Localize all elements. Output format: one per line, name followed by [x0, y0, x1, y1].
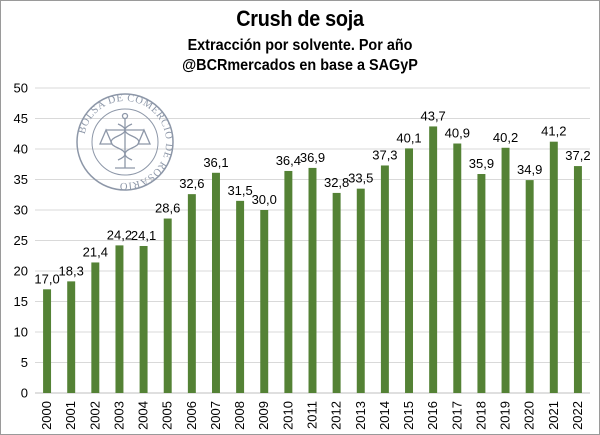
- bar: [43, 289, 52, 393]
- bar: [211, 172, 220, 393]
- chart-subtitle-line-1: Extracción por solvente. Por año: [187, 37, 413, 54]
- data-label: 24,1: [131, 228, 156, 243]
- data-label: 40,2: [493, 130, 518, 145]
- x-tick-label: 2005: [160, 401, 175, 430]
- data-label: 40,9: [445, 126, 470, 141]
- bar: [308, 167, 317, 393]
- x-tick-label: 2007: [208, 401, 223, 430]
- data-label: 40,1: [396, 130, 421, 145]
- x-tick-label: 2001: [63, 401, 78, 430]
- data-label: 28,6: [155, 201, 180, 216]
- data-label: 36,4: [276, 153, 301, 168]
- x-tick-label: 2004: [136, 401, 151, 430]
- x-tick-label: 2014: [377, 401, 392, 430]
- y-tick-label: 45: [14, 111, 28, 126]
- y-tick-label: 50: [14, 81, 28, 96]
- x-tick-label: 2006: [184, 401, 199, 430]
- bar: [356, 188, 365, 393]
- x-tick-label: 2008: [232, 401, 247, 430]
- x-tick-label: 2002: [87, 401, 102, 430]
- bar: [91, 262, 100, 393]
- caduceus-scales-icon: [99, 112, 151, 169]
- bar: [163, 218, 172, 393]
- y-tick-label: 15: [14, 294, 28, 309]
- x-tick-label: 2021: [546, 401, 561, 430]
- y-tick-label: 10: [14, 325, 28, 340]
- bars: [43, 126, 582, 394]
- data-label: 41,2: [541, 124, 566, 139]
- y-tick-label: 40: [14, 142, 28, 157]
- bar: [67, 281, 76, 393]
- x-tick-label: 2017: [449, 401, 464, 430]
- data-label: 24,2: [107, 227, 132, 242]
- data-label: 37,3: [372, 147, 397, 162]
- data-label: 35,9: [469, 156, 494, 171]
- chart-title: Crush de soja: [236, 6, 364, 31]
- data-label: 43,7: [420, 108, 445, 123]
- watermark-seal: BOLSA DE COMERCIO DE ROSARIO: [76, 93, 174, 191]
- x-tick-label: 2018: [473, 401, 488, 430]
- bar: [236, 200, 245, 393]
- data-label: 37,2: [565, 148, 590, 163]
- bar: [115, 245, 124, 393]
- x-tick-label: 2013: [353, 401, 368, 430]
- data-label: 21,4: [83, 244, 108, 259]
- bar: [525, 180, 534, 393]
- chart-subtitle-line-2: @BCRmercados en base a SAGyP: [182, 57, 418, 74]
- data-label: 32,6: [179, 176, 204, 191]
- data-label: 33,5: [348, 171, 373, 186]
- bar: [573, 166, 582, 393]
- x-tick-label: 2003: [111, 401, 126, 430]
- y-tick-label: 5: [21, 355, 28, 370]
- bar: [405, 148, 414, 393]
- y-tick-label: 0: [21, 386, 28, 401]
- data-label: 30,0: [252, 192, 277, 207]
- y-tick-label: 20: [14, 264, 28, 279]
- bar: [139, 245, 148, 393]
- bar: [284, 170, 293, 393]
- bar: [187, 194, 196, 393]
- bar: [549, 141, 558, 393]
- data-label: 34,9: [517, 162, 542, 177]
- bar: [380, 165, 389, 393]
- x-tick-label: 2000: [39, 401, 54, 430]
- data-label: 36,9: [300, 150, 325, 165]
- data-label: 18,3: [59, 263, 84, 278]
- data-labels: 17,018,3 21,4 24,224,1 28,6 32,6 36,1 31,530,0…: [34, 108, 590, 286]
- x-tick-label: 2022: [570, 401, 585, 430]
- seal-outer-ring: [76, 93, 174, 191]
- y-tick-labels: 0 5 10 15 20 25 30 35 40 45 50: [14, 81, 28, 401]
- bar: [332, 192, 341, 393]
- bar: [260, 210, 269, 393]
- x-tick-label: 2015: [401, 401, 416, 430]
- x-tick-label: 2020: [522, 401, 537, 430]
- seal-inner-ring: [91, 108, 159, 176]
- y-tick-label: 35: [14, 172, 28, 187]
- bar: [501, 147, 510, 393]
- data-label: 17,0: [34, 271, 59, 286]
- data-label: 32,8: [324, 175, 349, 190]
- bar: [453, 143, 462, 393]
- x-tick-label: 2016: [425, 401, 440, 430]
- bar: [429, 126, 438, 394]
- x-tick-label: 2011: [305, 401, 320, 429]
- bar: [477, 174, 486, 393]
- x-tick-label: 2012: [329, 401, 344, 430]
- data-label: 36,1: [203, 155, 228, 170]
- x-tick-label: 2010: [280, 401, 295, 430]
- y-tick-label: 25: [14, 233, 28, 248]
- y-tick-label: 30: [14, 203, 28, 218]
- data-label: 31,5: [227, 183, 252, 198]
- x-tick-label: 2019: [498, 401, 513, 430]
- x-tick-labels: 2000 2001 2002 2003 2004 2005 2006 2007 2008 2009…: [39, 401, 585, 430]
- x-tick-label: 2009: [256, 401, 271, 430]
